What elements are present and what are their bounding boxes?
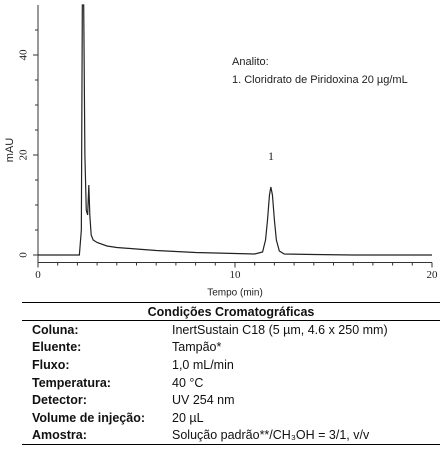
table-row: Coluna: InertSustain C18 (5 µm, 4.6 x 250…: [22, 321, 440, 339]
table-row: Fluxo: 1,0 mL/min: [22, 356, 440, 374]
row-label: Detector:: [32, 393, 87, 408]
row-label: Amostra:: [22, 426, 162, 446]
table-row: Eluente: Tampão*: [22, 339, 440, 357]
x-axis-label: Tempo (min): [207, 288, 263, 299]
row-value: UV 254 nm: [172, 393, 235, 408]
chart: mAU Tempo (min) Analito: 1. Cloridrato d…: [4, 4, 439, 299]
row-value: Tampão*: [172, 340, 222, 355]
table-row: Volume de injeção: 20 µL: [22, 409, 440, 427]
annotation: 1. Cloridrato de Piridoxina 20 µg/mL: [232, 74, 408, 86]
row-label: Volume de injeção:: [32, 410, 145, 425]
table-row: Amostra: Solução padrão**/CH₃OH = 3/1, v/…: [22, 426, 440, 446]
row-value: 20 µL: [172, 410, 204, 425]
y-tick-label: 40: [18, 49, 30, 61]
row-label: Temperatura:: [32, 375, 111, 390]
table-title: Condições Cromatográficas: [22, 302, 440, 321]
peak-label: 1: [268, 149, 274, 163]
y-tick-label: 20: [18, 149, 30, 161]
row-value: 40 °C: [172, 375, 204, 390]
x-tick-label: 20: [427, 269, 439, 281]
x-tick-label: 0: [35, 269, 41, 281]
table-row: Detector: UV 254 nm: [22, 391, 440, 409]
annotation: Analito:: [232, 56, 269, 68]
x-tick-label: 10: [230, 269, 242, 281]
conditions-table: Condições Cromatográficas Coluna: InertSu…: [22, 302, 440, 446]
row-label: Coluna:: [32, 322, 79, 337]
row-value: 1,0 mL/min: [172, 357, 234, 372]
row-value: InertSustain C18 (5 µm, 4.6 x 250 mm): [172, 322, 388, 337]
table-row: Temperatura: 40 °C: [22, 374, 440, 392]
y-tick-label: 0: [18, 252, 30, 258]
y-axis-label: mAU: [4, 138, 16, 163]
row-label: Eluente:: [32, 340, 82, 355]
line: [38, 4, 432, 256]
row-label: Fluxo:: [32, 357, 70, 372]
row-value: Solução padrão**/CH₃OH = 3/1, v/v: [162, 426, 440, 446]
